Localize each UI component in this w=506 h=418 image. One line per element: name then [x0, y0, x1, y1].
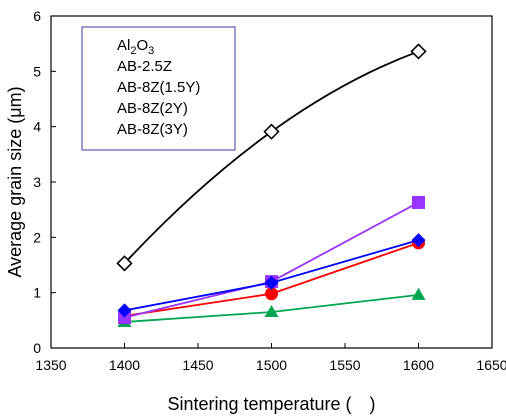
x-axis-title: Sintering temperature ( ) [167, 394, 375, 414]
legend-box [81, 26, 236, 151]
series-4 [117, 233, 426, 318]
series-3 [118, 195, 425, 325]
y-tick-label: 5 [33, 63, 41, 79]
y-tick-label: 1 [33, 285, 41, 301]
y-tick-label: 0 [33, 340, 41, 356]
data-point [118, 311, 131, 325]
y-tick-label: 4 [33, 119, 41, 135]
legend: Al2O3 AB-2.5Z AB-8Z(1.5Y) AB-8Z(2Y) AB-8… [81, 26, 236, 151]
data-point [410, 43, 427, 60]
x-tick-label: 1500 [256, 357, 287, 373]
y-tick-label: 6 [33, 8, 41, 24]
x-tick-label: 1400 [109, 357, 140, 373]
data-point [411, 233, 426, 248]
legend-entry-ab-8z-1-5y: AB-8Z(1.5Y) [117, 79, 200, 96]
series-layer [116, 43, 427, 327]
data-point [116, 255, 133, 272]
legend-entry-ab-8z-2y: AB-8Z(2Y) [117, 100, 188, 117]
x-tick-label: 1350 [35, 357, 66, 373]
x-tick-label: 1450 [182, 357, 213, 373]
legend-entry-ab-2-5z: AB-2.5Z [117, 58, 172, 75]
y-axis-ticks: 0 1 2 3 4 5 6 [33, 8, 56, 356]
y-axis-title: Average grain size (μm) [5, 86, 25, 277]
legend-entry-al2o3: Al2O3 [117, 37, 154, 57]
data-point [263, 123, 280, 140]
series-0 [116, 43, 427, 272]
data-point [264, 305, 279, 318]
x-axis-ticks: 1350 1400 1450 1500 1550 1600 1650 [35, 343, 506, 373]
data-point [412, 195, 425, 209]
data-point [117, 303, 132, 318]
x-tick-label: 1600 [403, 357, 434, 373]
y-tick-label: 2 [33, 229, 41, 245]
y-tick-label: 3 [33, 174, 41, 190]
x-tick-label: 1650 [476, 357, 506, 373]
legend-entry-ab-8z-3y: AB-8Z(3Y) [117, 121, 188, 138]
data-point [264, 275, 279, 290]
x-tick-label: 1550 [329, 357, 360, 373]
data-point [265, 287, 278, 301]
data-point [411, 287, 426, 300]
